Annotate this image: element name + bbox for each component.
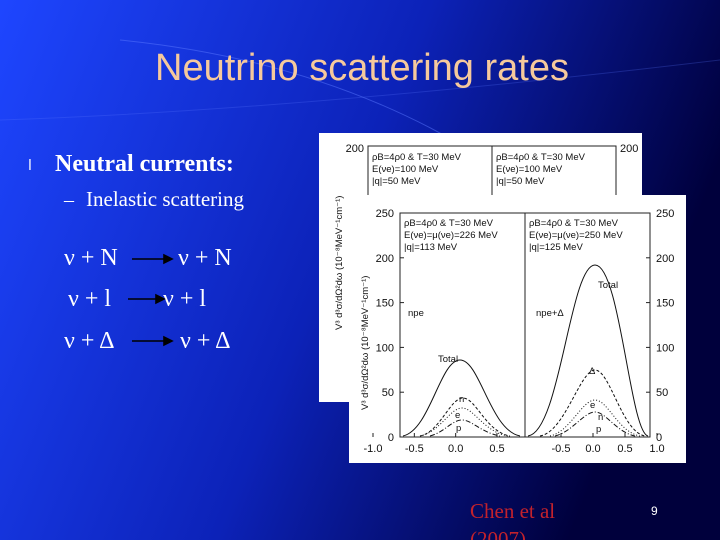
curve-label: Δ <box>589 366 596 377</box>
tick-label: 200 <box>620 143 638 155</box>
y-tick-label: 150 <box>376 298 394 310</box>
curve <box>429 419 501 437</box>
curve-label: p <box>456 423 461 434</box>
y-tick-label: 200 <box>656 253 674 265</box>
arrow-head <box>163 335 174 347</box>
slide-title: Neutrino scattering rates <box>155 47 569 89</box>
y-tick-label: 100 <box>376 342 394 354</box>
y-axis-label: V³ d³σ/dΩ²dω (10⁻⁸MeV⁻¹cm⁻¹) <box>334 196 345 330</box>
legend-line: |q|=113 MeV <box>404 242 458 253</box>
y-tick-label: 50 <box>656 387 668 399</box>
legend-line: ρB=4ρ0 & T=30 MeV <box>496 152 586 163</box>
x-tick-label: 0.0 <box>448 443 463 455</box>
curve <box>554 411 636 437</box>
reaction-left: ν + N <box>64 245 118 271</box>
subheading: Inelastic scattering <box>86 187 245 211</box>
curve-label: e <box>455 410 460 421</box>
arrow-head <box>163 253 174 265</box>
arrow-head <box>155 293 166 305</box>
figure-frame <box>349 195 686 463</box>
x-tick-label: -0.5 <box>552 443 571 455</box>
curve-label: e <box>590 400 595 411</box>
curve-label: n <box>459 394 464 405</box>
y-tick-label: 0 <box>388 432 394 444</box>
curve-label: p <box>596 424 601 435</box>
decor-arc <box>0 59 720 121</box>
citation-line: Chen et al <box>470 499 555 523</box>
x-tick-label: 0.5 <box>617 443 632 455</box>
curve <box>549 399 641 437</box>
reaction-left: ν + l <box>68 286 111 312</box>
curve-label: n <box>598 412 603 423</box>
tick-label: 200 <box>346 143 364 155</box>
panel-label: npe <box>408 308 424 319</box>
decor-arc <box>119 39 471 151</box>
panel-label: npe+Δ <box>536 308 564 319</box>
y-tick-label: 200 <box>376 253 394 265</box>
citation-line: (2007) <box>470 527 526 540</box>
y-tick-label: 250 <box>656 208 674 220</box>
bullet-marker: l <box>28 158 32 174</box>
reaction-right: ν + Δ <box>180 328 231 354</box>
reaction-right: ν + l <box>163 286 206 312</box>
legend-line: E(νe)=μ(νe)=250 MeV <box>529 230 623 241</box>
legend-line: ρB=4ρ0 & T=30 MeV <box>529 218 619 229</box>
reaction-left: ν + Δ <box>64 328 115 354</box>
x-tick-label: -0.5 <box>405 443 424 455</box>
legend-line: ρB=4ρ0 & T=30 MeV <box>372 152 462 163</box>
y-axis-label: V³ d³σ/dΩ²dω (10⁻⁸MeV⁻¹cm⁻¹) <box>360 276 371 410</box>
curve-label: Total <box>438 354 458 365</box>
page-number: 9 <box>651 504 658 518</box>
curve-label: Total <box>598 280 618 291</box>
sub-marker: – <box>63 189 75 211</box>
reactions: ν + N ν + N ν + l ν + l ν + Δ ν + Δ <box>64 245 232 354</box>
x-tick-label: 1.0 <box>649 443 664 455</box>
x-tick-label: -1.0 <box>364 443 383 455</box>
y-tick-label: 50 <box>382 387 394 399</box>
legend-line: |q|=125 MeV <box>529 242 583 253</box>
curve <box>527 264 649 437</box>
legend-line: E(νe)=μ(νe)=226 MeV <box>404 230 498 241</box>
y-tick-label: 0 <box>656 432 662 444</box>
arrows <box>128 253 174 347</box>
legend-line: E(νe)=100 MeV <box>496 164 563 175</box>
x-tick-label: 0.5 <box>489 443 504 455</box>
bullet-heading: Neutral currents: <box>55 151 234 177</box>
legend-line: ρB=4ρ0 & T=30 MeV <box>404 218 494 229</box>
curve <box>402 359 521 437</box>
legend-line: E(νe)=100 MeV <box>372 164 439 175</box>
legend-line: |q|=50 MeV <box>372 176 421 187</box>
y-tick-label: 150 <box>656 298 674 310</box>
y-tick-label: 100 <box>656 342 674 354</box>
figure-front: V³ d³σ/dΩ²dω (10⁻⁸MeV⁻¹cm⁻¹) ρB=4ρ0 & T=… <box>349 195 686 463</box>
legend-line: |q|=50 MeV <box>496 176 545 187</box>
curve <box>539 369 646 437</box>
y-tick-label: 250 <box>376 208 394 220</box>
reaction-right: ν + N <box>178 245 232 271</box>
x-tick-label: 0.0 <box>585 443 600 455</box>
curve <box>419 407 509 437</box>
